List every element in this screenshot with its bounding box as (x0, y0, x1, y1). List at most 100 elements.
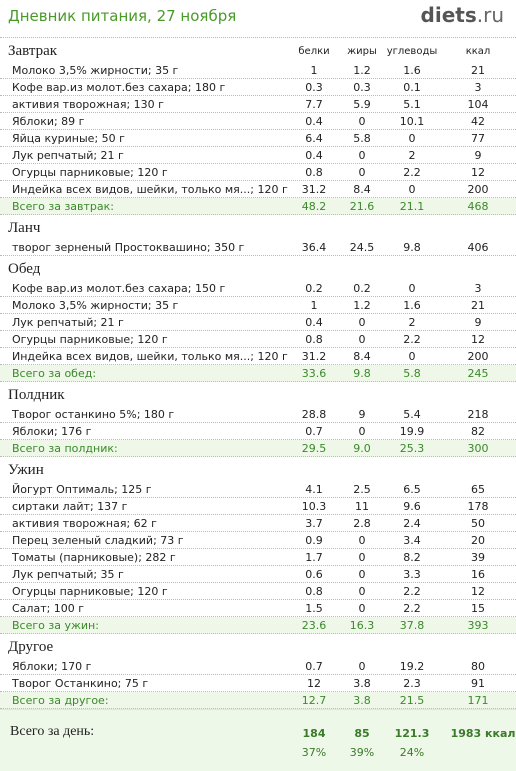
food-name: активия творожная; 62 г (12, 517, 157, 530)
cell-value: 21 (471, 299, 485, 312)
food-row: Кофе вар.из молот.без сахара; 180 г 0.3 0.… (0, 79, 516, 96)
cell-value: 4.1 (305, 483, 323, 496)
meals: Завтрак белки жиры углеводы ккал Молоко 3,5% … (0, 38, 516, 709)
food-name: активия творожная; 130 г (12, 98, 164, 111)
cell-value: 171 (467, 694, 489, 707)
food-row: Яблоки; 176 г 0.7 0 19.9 82 (0, 423, 516, 440)
cell-value: 37.8 (399, 619, 425, 632)
food-name: Всего за другое: (12, 694, 109, 707)
cell-value: 0 (358, 660, 366, 673)
cell-value: 0.8 (305, 333, 323, 346)
cell-value: 19.9 (399, 425, 425, 438)
cell-value: 0.7 (305, 660, 323, 673)
food-row: Яйца куриные; 50 г 6.4 5.8 0 77 (0, 130, 516, 147)
cell-value: 0 (358, 333, 366, 346)
cell-value: 2.2 (403, 333, 421, 346)
cell-value: 31.2 (301, 183, 327, 196)
cell-value: 0.3 (305, 81, 323, 94)
day-total-value: 1983 ккал (450, 727, 516, 740)
cell-value: 21.1 (399, 200, 425, 213)
meal-heading: Завтрак белки жиры углеводы ккал (0, 38, 516, 62)
cell-value: 0 (358, 316, 366, 329)
day-total-percent: 39% (349, 746, 375, 759)
cell-value: 0 (408, 282, 416, 295)
cell-value: 3.4 (403, 534, 421, 547)
cell-value: 0 (358, 568, 366, 581)
cell-value: 5.8 (403, 367, 421, 380)
cell-value: 8.4 (353, 183, 371, 196)
cell-value: 104 (467, 98, 489, 111)
day-total-percent: 24% (399, 746, 425, 759)
food-name: Йогурт Оптималь; 125 г (12, 483, 152, 496)
food-name: Перец зеленый сладкий; 73 г (12, 534, 184, 547)
site-logo[interactable]: diets.ru (421, 3, 504, 27)
column-header: белки (298, 46, 330, 57)
food-name: Лук репчатый; 21 г (12, 316, 124, 329)
cell-value: 9 (358, 408, 366, 421)
cell-value: 0 (358, 115, 366, 128)
meal-name: Ланч (8, 220, 41, 236)
cell-value: 39 (471, 551, 485, 564)
cell-value: 21.6 (349, 200, 375, 213)
food-name: Молоко 3,5% жирности; 35 г (12, 64, 179, 77)
total-row: Всего за завтрак: 48.2 21.6 21.1 468 (0, 198, 516, 215)
cell-value: 25.3 (399, 442, 425, 455)
cell-value: 0.7 (305, 425, 323, 438)
cell-value: 1 (310, 64, 318, 77)
cell-value: 1.2 (353, 299, 371, 312)
food-name: Яблоки; 170 г (12, 660, 92, 673)
food-row: Огурцы парниковые; 120 г 0.8 0 2.2 12 (0, 583, 516, 600)
food-name: Огурцы парниковые; 120 г (12, 585, 168, 598)
cell-value: 0.8 (305, 585, 323, 598)
food-row: Яблоки; 89 г 0.4 0 10.1 42 (0, 113, 516, 130)
cell-value: 0 (408, 183, 416, 196)
cell-value: 0 (358, 166, 366, 179)
food-row: Индейка всех видов, шейки, только мя...;… (0, 348, 516, 365)
day-total: Всего за день: 184 85 121.3 1983 ккал 37% 39% 2… (0, 709, 516, 771)
cell-value: 3 (474, 81, 482, 94)
cell-value: 16 (471, 568, 485, 581)
cell-value: 9.8 (353, 367, 371, 380)
cell-value: 36.4 (301, 241, 327, 254)
cell-value: 1.6 (403, 64, 421, 77)
day-total-value: 121.3 (394, 727, 430, 740)
cell-value: 2.2 (403, 166, 421, 179)
cell-value: 0 (408, 350, 416, 363)
food-name: Творог останкино 5%; 180 г (12, 408, 175, 421)
top-bar: Дневник питания, 27 ноября diets.ru (0, 0, 516, 38)
meal-name: Обед (8, 261, 41, 277)
logo-main: diets (420, 3, 477, 27)
cell-value: 0.3 (353, 81, 371, 94)
cell-value: 2.4 (403, 517, 421, 530)
total-row: Всего за полдник: 29.5 9.0 25.3 300 (0, 440, 516, 457)
food-name: Кофе вар.из молот.без сахара; 180 г (12, 81, 226, 94)
meal-heading: Ужин (0, 457, 516, 481)
cell-value: 6.5 (403, 483, 421, 496)
column-header: жиры (347, 46, 377, 57)
column-header: углеводы (386, 46, 438, 57)
cell-value: 24.5 (349, 241, 375, 254)
cell-value: 245 (467, 367, 489, 380)
food-name: Молоко 3,5% жирности; 35 г (12, 299, 179, 312)
cell-value: 1.6 (403, 299, 421, 312)
cell-value: 0.2 (353, 282, 371, 295)
cell-value: 9 (474, 316, 482, 329)
cell-value: 31.2 (301, 350, 327, 363)
cell-value: 91 (471, 677, 485, 690)
cell-value: 0 (358, 585, 366, 598)
cell-value: 33.6 (301, 367, 327, 380)
cell-value: 19.2 (399, 660, 425, 673)
cell-value: 0 (358, 425, 366, 438)
cell-value: 5.4 (403, 408, 421, 421)
meal-heading: Другое (0, 634, 516, 658)
food-name: Всего за ужин: (12, 619, 99, 632)
cell-value: 10.3 (301, 500, 327, 513)
cell-value: 200 (467, 350, 489, 363)
cell-value: 9.8 (403, 241, 421, 254)
page-title: Дневник питания, 27 ноября (8, 7, 237, 25)
cell-value: 21.5 (399, 694, 425, 707)
food-row: творог зерненый Простоквашино; 350 г 36.4… (0, 239, 516, 256)
cell-value: 3.3 (403, 568, 421, 581)
cell-value: 2.5 (353, 483, 371, 496)
